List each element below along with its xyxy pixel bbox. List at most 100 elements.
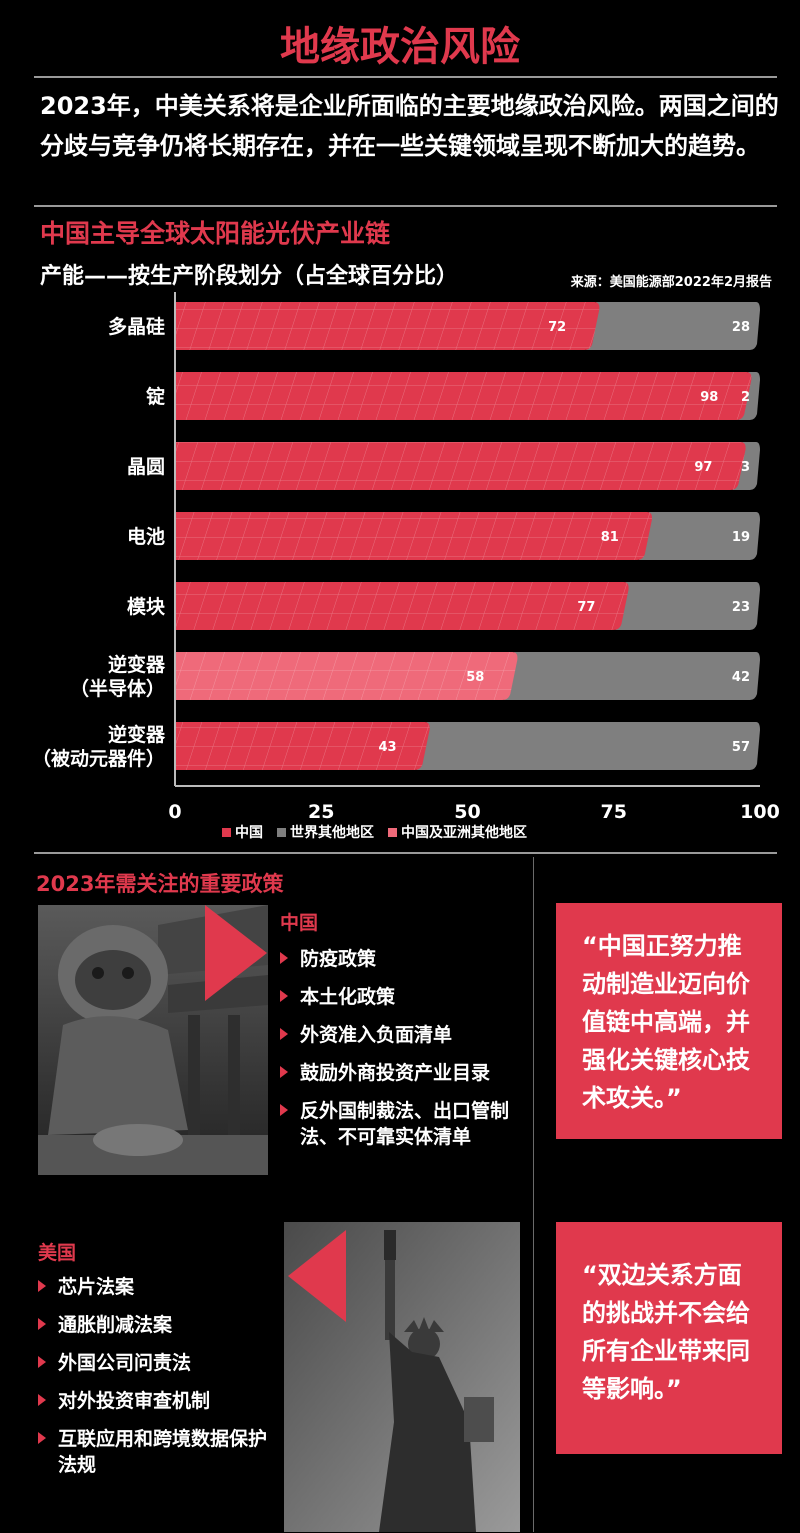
list-item: 外资准入负面清单 xyxy=(280,1022,520,1048)
legend-swatch xyxy=(222,827,231,837)
list-item: 鼓励外商投资产业目录 xyxy=(280,1060,520,1086)
bar-value-label: 97 xyxy=(694,460,712,475)
x-tick-label: 50 xyxy=(454,801,480,820)
legend-label: 世界其他地区 xyxy=(290,825,374,841)
bar-rest-of-world xyxy=(586,302,760,350)
intro-text: 2023年，中美关系将是企业所面临的主要地缘政治风险。两国之间的分歧与竞争仍将长… xyxy=(40,92,779,160)
bar-value-label: 98 xyxy=(700,390,718,405)
policy-section-title: 2023年需关注的重要政策 xyxy=(36,872,284,896)
list-item: 反外国制裁法、出口管制法、不可靠实体清单 xyxy=(280,1098,520,1150)
legend-swatch xyxy=(277,827,286,837)
list-item: 通胀削减法案 xyxy=(38,1312,278,1338)
bullet-icon xyxy=(38,1432,46,1444)
bar-value-label: 23 xyxy=(732,600,750,615)
bar-rest-of-world xyxy=(416,722,760,770)
bullet-icon xyxy=(280,990,288,1002)
bar-value-label: 28 xyxy=(732,320,750,335)
list-item: 防疫政策 xyxy=(280,946,520,972)
legend-item-china: 中国 xyxy=(222,822,263,842)
bullet-icon xyxy=(38,1356,46,1368)
list-item: 互联应用和跨境数据保护法规 xyxy=(38,1426,278,1478)
legend-label: 中国 xyxy=(235,825,263,841)
list-item-text: 鼓励外商投资产业目录 xyxy=(300,1062,491,1084)
bullet-icon xyxy=(38,1394,46,1406)
category-label: 电池 xyxy=(127,525,165,548)
bar-grid-texture xyxy=(175,512,652,560)
category-label: 模块 xyxy=(127,595,166,618)
divider xyxy=(34,205,777,207)
china-policy-list: 防疫政策 本土化政策 外资准入负面清单 鼓励外商投资产业目录 反外国制裁法、出口… xyxy=(280,946,520,1162)
bullet-icon xyxy=(280,1104,288,1116)
category-label: （半导体） xyxy=(70,677,165,700)
quote-box-2: “双边关系方面的挑战并不会给所有企业带来同等影响。” xyxy=(556,1222,782,1454)
guardian-lion-photo xyxy=(38,905,268,1175)
x-tick-label: 0 xyxy=(168,801,181,820)
bar-value-label: 2 xyxy=(741,390,750,405)
category-label: （被动元器件） xyxy=(32,747,165,770)
bullet-icon xyxy=(280,1028,288,1040)
bar-grid-texture xyxy=(175,722,430,770)
bullet-icon xyxy=(280,952,288,964)
bar-value-label: 58 xyxy=(466,670,484,685)
list-item-text: 互联应用和跨境数据保护法规 xyxy=(58,1428,268,1476)
list-item-text: 外国公司问责法 xyxy=(58,1352,192,1374)
category-label: 锭 xyxy=(146,385,165,408)
bar-value-label: 43 xyxy=(378,740,396,755)
bar-rest-of-world xyxy=(638,512,760,560)
x-tick-label: 25 xyxy=(308,801,334,820)
bar-value-label: 42 xyxy=(732,670,750,685)
category-label: 多晶硅 xyxy=(108,315,165,338)
list-item-text: 通胀削减法案 xyxy=(58,1314,173,1336)
list-item-text: 对外投资审查机制 xyxy=(58,1390,211,1412)
bar-value-label: 3 xyxy=(741,460,750,475)
category-label: 逆变器 xyxy=(108,653,166,676)
bar-value-label: 57 xyxy=(732,740,750,755)
page-title: 地缘政治风险 xyxy=(280,24,520,70)
us-policy-list: 芯片法案 通胀削减法案 外国公司问责法 对外投资审查机制 互联应用和跨境数据保护… xyxy=(38,1274,278,1490)
divider xyxy=(34,76,777,78)
bullet-icon xyxy=(38,1318,46,1330)
category-label: 逆变器 xyxy=(108,723,166,746)
bar-grid-texture xyxy=(175,302,600,350)
x-tick-label: 100 xyxy=(740,801,780,820)
pointer-arrow xyxy=(288,1230,346,1322)
chart-legend: 中国 世界其他地区 中国及亚洲其他地区 xyxy=(222,822,527,842)
bar-grid-texture xyxy=(175,582,629,630)
list-item-text: 防疫政策 xyxy=(300,948,377,970)
list-item-text: 反外国制裁法、出口管制法、不可靠实体清单 xyxy=(300,1100,510,1148)
list-item: 芯片法案 xyxy=(38,1274,278,1300)
chart-section-title: 中国主导全球太阳能光伏产业链 xyxy=(40,219,391,248)
bar-rest-of-world xyxy=(504,652,760,700)
list-item-text: 芯片法案 xyxy=(58,1276,135,1298)
quote-box-1: “中国正努力推动制造业迈向价值链中高端，并强化关键核心技术攻关。” xyxy=(556,903,782,1139)
china-label: 中国 xyxy=(280,912,319,934)
category-label: 晶圆 xyxy=(127,456,165,478)
x-tick-label: 75 xyxy=(601,801,627,820)
list-item-text: 外资准入负面清单 xyxy=(300,1024,453,1046)
bar-value-label: 77 xyxy=(577,600,595,615)
legend-item-china-asia: 中国及亚洲其他地区 xyxy=(388,822,527,842)
bullet-icon xyxy=(38,1280,46,1292)
list-item: 本土化政策 xyxy=(280,984,520,1010)
divider xyxy=(34,852,777,854)
bar-grid-texture xyxy=(175,372,752,420)
bar-grid-texture xyxy=(175,652,518,700)
bar-value-label: 72 xyxy=(548,320,566,335)
chart-subtitle: 产能——按生产阶段划分（占全球百分比） xyxy=(40,264,459,289)
legend-swatch xyxy=(388,827,397,837)
bullet-icon xyxy=(280,1066,288,1078)
bar-value-label: 81 xyxy=(601,530,619,545)
pointer-arrow xyxy=(205,905,267,1001)
list-item-text: 本土化政策 xyxy=(300,986,396,1008)
bar-value-label: 19 xyxy=(732,530,750,545)
bar-grid-texture xyxy=(175,442,746,490)
column-divider xyxy=(533,857,534,1532)
source-note: 来源：美国能源部2022年2月报告 xyxy=(570,275,772,290)
legend-label: 中国及亚洲其他地区 xyxy=(401,825,527,841)
legend-item-rest-of-world: 世界其他地区 xyxy=(277,822,374,842)
us-label: 美国 xyxy=(38,1242,77,1264)
list-item: 外国公司问责法 xyxy=(38,1350,278,1376)
bar-rest-of-world xyxy=(615,582,760,630)
list-item: 对外投资审查机制 xyxy=(38,1388,278,1414)
